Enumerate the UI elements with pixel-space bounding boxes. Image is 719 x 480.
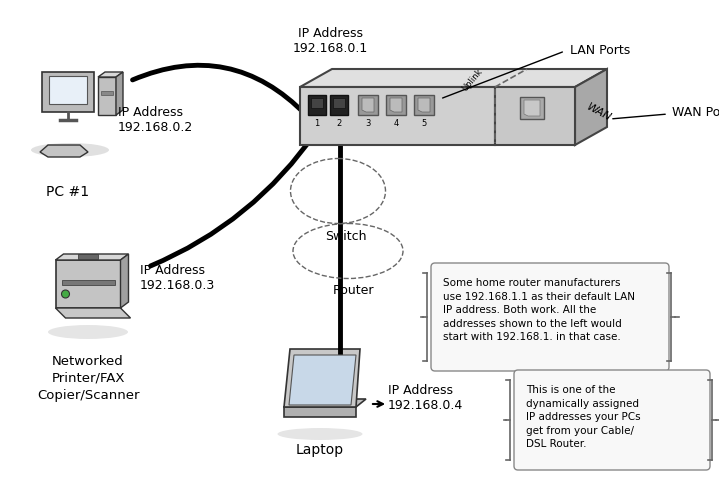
Text: This is one of the
dynamically assigned
IP addresses your PCs
get from your Cabl: This is one of the dynamically assigned … — [526, 384, 641, 448]
FancyBboxPatch shape — [62, 280, 114, 286]
Text: 4: 4 — [393, 119, 398, 128]
Polygon shape — [116, 73, 123, 116]
FancyBboxPatch shape — [300, 88, 495, 146]
FancyBboxPatch shape — [284, 407, 356, 417]
FancyBboxPatch shape — [520, 98, 544, 120]
Polygon shape — [55, 308, 131, 318]
Text: 1: 1 — [314, 119, 320, 128]
Text: WAN Port: WAN Port — [672, 105, 719, 118]
Text: Uplink: Uplink — [460, 67, 484, 93]
Polygon shape — [575, 70, 607, 146]
FancyBboxPatch shape — [42, 73, 94, 113]
Ellipse shape — [278, 428, 362, 440]
FancyBboxPatch shape — [514, 370, 710, 470]
Text: 2: 2 — [336, 119, 342, 128]
FancyBboxPatch shape — [98, 78, 116, 116]
Polygon shape — [55, 254, 129, 261]
Polygon shape — [40, 146, 88, 157]
FancyBboxPatch shape — [78, 254, 98, 260]
Polygon shape — [98, 73, 123, 78]
Polygon shape — [524, 101, 540, 117]
Polygon shape — [300, 70, 607, 88]
Polygon shape — [362, 99, 374, 113]
Text: IP Address
192.168.0.3: IP Address 192.168.0.3 — [140, 264, 215, 291]
Text: 3: 3 — [365, 119, 371, 128]
Text: LAN Ports: LAN Ports — [570, 43, 631, 56]
FancyBboxPatch shape — [333, 99, 345, 109]
Text: IP Address
192.168.0.1: IP Address 192.168.0.1 — [293, 27, 367, 55]
FancyBboxPatch shape — [414, 96, 434, 116]
FancyBboxPatch shape — [495, 88, 575, 146]
Ellipse shape — [31, 144, 109, 157]
FancyBboxPatch shape — [358, 96, 378, 116]
Polygon shape — [284, 399, 366, 407]
FancyBboxPatch shape — [308, 96, 326, 116]
Text: PC #1: PC #1 — [47, 185, 90, 199]
Text: Router: Router — [332, 283, 374, 296]
Polygon shape — [390, 99, 402, 113]
FancyBboxPatch shape — [311, 99, 323, 109]
FancyBboxPatch shape — [101, 92, 113, 96]
Polygon shape — [289, 355, 356, 405]
Text: IP Address
192.168.0.2: IP Address 192.168.0.2 — [118, 106, 193, 134]
Polygon shape — [284, 349, 360, 407]
FancyBboxPatch shape — [431, 264, 669, 371]
Text: Switch: Switch — [325, 229, 367, 242]
Ellipse shape — [48, 325, 128, 339]
Polygon shape — [418, 99, 430, 113]
Text: WAN: WAN — [585, 102, 613, 123]
FancyBboxPatch shape — [55, 261, 121, 308]
Text: IP Address
192.168.0.4: IP Address 192.168.0.4 — [388, 383, 463, 411]
Text: Some home router manufacturers
use 192.168.1.1 as their default LAN
IP address. : Some home router manufacturers use 192.1… — [443, 277, 635, 342]
FancyBboxPatch shape — [49, 77, 87, 105]
Polygon shape — [121, 254, 129, 308]
Circle shape — [62, 290, 70, 299]
Text: 5: 5 — [421, 119, 426, 128]
FancyBboxPatch shape — [330, 96, 348, 116]
Text: Networked
Printer/FAX
Copier/Scanner: Networked Printer/FAX Copier/Scanner — [37, 354, 139, 401]
FancyBboxPatch shape — [386, 96, 406, 116]
Text: Laptop: Laptop — [296, 442, 344, 456]
